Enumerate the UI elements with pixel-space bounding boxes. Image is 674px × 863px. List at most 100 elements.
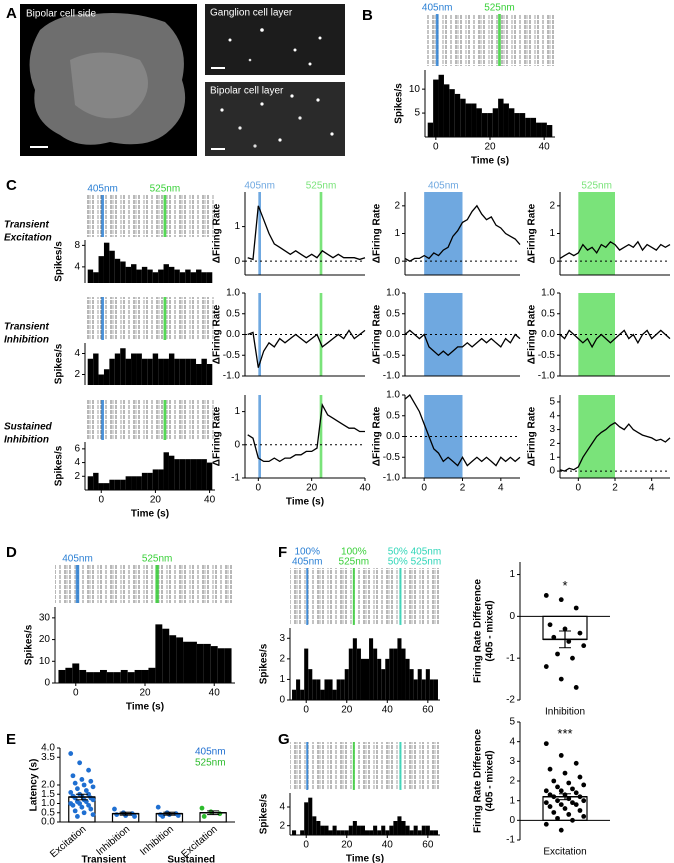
bar: [397, 816, 402, 835]
y-axis-title: (405 - mixed): [485, 600, 496, 661]
data-point: [573, 685, 579, 690]
bar: [206, 364, 213, 385]
bar: [147, 269, 153, 283]
bar: [224, 648, 232, 683]
bar: [417, 669, 422, 700]
y-tick-label: 0.0: [541, 329, 555, 340]
data-point: [72, 780, 78, 786]
y-tick-label: -0.5: [383, 350, 401, 361]
bar: [190, 272, 197, 283]
panel-label: B: [362, 7, 373, 24]
bar: [136, 476, 142, 490]
data-point: [570, 786, 575, 792]
x-tick-label: 20: [341, 840, 353, 851]
y-tick-label: 0: [549, 466, 555, 477]
bar: [93, 472, 99, 490]
x-tick-label: 0: [98, 495, 104, 506]
bar: [476, 108, 482, 137]
data-point: [90, 784, 96, 790]
bar: [203, 643, 211, 683]
stimulus-label: 405nm: [292, 557, 323, 568]
y-axis-title: ΔFiring Rate: [212, 203, 223, 263]
bar: [185, 459, 191, 490]
stimulus-band: [101, 400, 104, 440]
x-tick-label: 40: [359, 483, 371, 494]
image-retina: Bipolar cell side: [20, 4, 197, 156]
y-tick-label: 4: [74, 457, 80, 468]
bar: [336, 679, 341, 700]
data-point: [551, 634, 557, 640]
bar: [413, 825, 418, 835]
bar: [106, 672, 114, 683]
data-point: [570, 817, 575, 823]
y-tick-label: 6: [74, 443, 80, 454]
bar: [114, 353, 121, 385]
y-axis-title: Spikes/s: [54, 445, 65, 486]
x-tick-label: Inhibition: [95, 824, 133, 858]
data-point: [543, 821, 549, 827]
bar: [401, 648, 406, 700]
data-point: [547, 804, 553, 809]
bar: [100, 669, 107, 683]
bar: [296, 679, 301, 700]
x-tick-label: 20: [341, 705, 353, 716]
group-label: Transient: [82, 855, 127, 863]
data-point: [79, 804, 85, 810]
stimulus-band: [306, 742, 309, 790]
bar: [381, 825, 386, 835]
bar: [360, 658, 365, 700]
raster: [85, 400, 215, 440]
bar: [365, 658, 370, 700]
bar: [348, 825, 353, 835]
y-axis-title: ΔFiring Rate: [212, 304, 223, 364]
x-tick-label: 0: [576, 483, 582, 494]
bar: [401, 821, 406, 835]
bar: [179, 272, 186, 283]
data-point: [566, 812, 572, 817]
bar: [292, 830, 297, 835]
data-point: [543, 800, 549, 806]
y-tick-label: 2: [509, 776, 515, 787]
bar: [190, 459, 197, 490]
bar: [196, 364, 202, 385]
legend-entry: 525nm: [195, 758, 226, 769]
legend-entry: 405nm: [195, 747, 226, 758]
image-bipolar: Bipolar cell layer: [205, 82, 345, 156]
y-tick-label: 0.5: [226, 308, 240, 319]
bar: [190, 641, 197, 683]
panel-label: D: [6, 544, 17, 561]
bar: [340, 679, 345, 700]
bar: [332, 689, 337, 700]
data-point: [566, 639, 572, 644]
stimulus-label: 525nm: [150, 184, 181, 195]
bar: [131, 264, 137, 283]
data-point: [81, 810, 87, 816]
y-axis-title: Spikes/s: [259, 793, 270, 834]
bar: [109, 250, 115, 283]
bar: [148, 667, 156, 683]
bar: [425, 825, 430, 835]
row-label: Excitation: [4, 233, 52, 244]
bar: [158, 469, 164, 490]
y-axis-title: ΔFiring Rate: [527, 304, 538, 364]
bar: [185, 269, 191, 283]
bar: [120, 261, 126, 283]
bar: [152, 469, 159, 490]
trace: [247, 402, 365, 463]
bar: [201, 272, 207, 283]
data-point: [547, 766, 553, 772]
y-axis-title: ΔFiring Rate: [372, 304, 383, 364]
y-tick-label: 10: [39, 656, 51, 667]
bar: [465, 103, 472, 137]
y-tick-label: 1: [509, 569, 515, 580]
data-point: [72, 808, 78, 814]
y-tick-label: 5: [414, 108, 420, 119]
stimulus-band: [163, 297, 167, 340]
data-point: [83, 788, 89, 793]
bar: [508, 108, 515, 137]
y-tick-label: 0.5: [41, 807, 55, 818]
bar: [308, 797, 313, 835]
y-tick-label: 4: [509, 736, 515, 747]
data-point: [558, 753, 564, 758]
stimulus-label: 50% 405nm: [388, 547, 441, 558]
